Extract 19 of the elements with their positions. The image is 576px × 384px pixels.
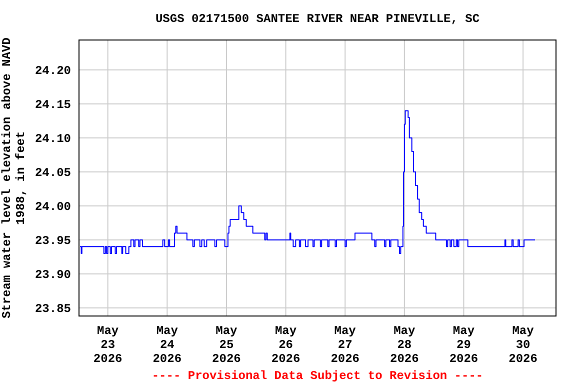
x-tick-label: May 28 2026 <box>390 324 419 366</box>
y-tick-label: 23.90 <box>34 268 71 282</box>
y-tick-label: 24.10 <box>34 132 71 146</box>
x-tick-label: May 24 2026 <box>152 324 182 366</box>
y-tick-label: 23.85 <box>34 302 71 316</box>
y-tick-label: 24.15 <box>34 98 71 112</box>
y-axis-title: Stream water level elevation above NAVD 1988, in feet <box>0 38 28 318</box>
y-tick-label: 24.05 <box>34 166 71 180</box>
x-tick-label: May 23 2026 <box>93 324 122 366</box>
y-tick-label: 24.00 <box>34 200 71 214</box>
chart-title: USGS 02171500 SANTEE RIVER NEAR PINEVILLE, SC <box>155 12 480 26</box>
y-tick-label: 24.20 <box>34 64 71 78</box>
x-tick-label: May 26 2026 <box>271 324 300 366</box>
x-tick-label: May 30 2026 <box>508 324 538 366</box>
x-tick-label: May 29 2026 <box>449 324 478 366</box>
x-tick-label: May 27 2026 <box>330 324 360 366</box>
x-tick-label: May 25 2026 <box>212 324 241 366</box>
y-tick-label: 23.95 <box>34 234 71 248</box>
text: ---- Provisional Data Subject to Revision ---- <box>152 369 484 383</box>
